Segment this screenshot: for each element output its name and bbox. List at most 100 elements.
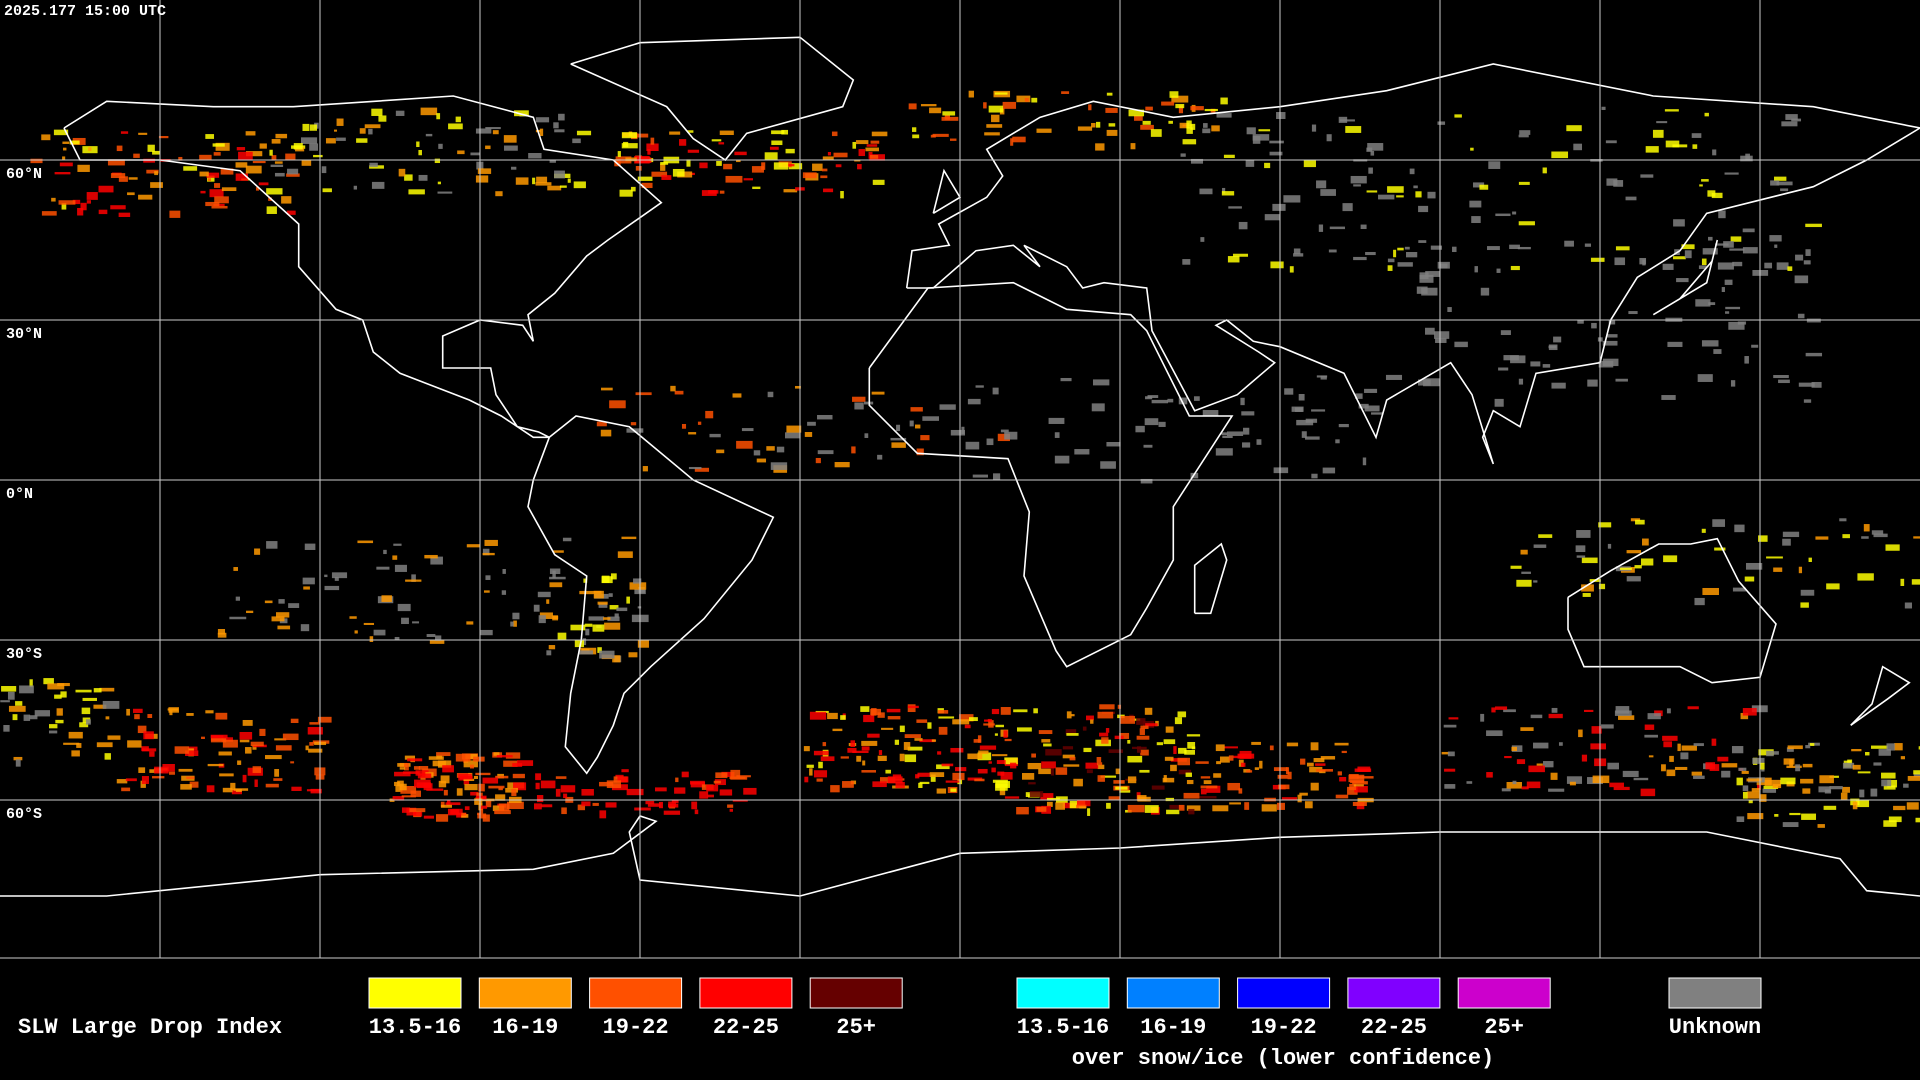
cloud-pixel bbox=[930, 774, 936, 782]
cloud-pixel bbox=[904, 754, 917, 763]
cloud-pixel bbox=[1887, 779, 1898, 788]
cloud-pixel bbox=[1548, 713, 1563, 719]
legend-title: SLW Large Drop Index bbox=[18, 1015, 282, 1040]
cloud-pixel bbox=[1063, 764, 1080, 767]
cloud-pixel bbox=[1815, 536, 1829, 540]
cloud-pixel bbox=[729, 776, 746, 779]
cloud-pixel bbox=[133, 153, 140, 158]
cloud-pixel bbox=[394, 564, 407, 572]
cloud-pixel bbox=[265, 783, 279, 788]
cloud-pixel bbox=[1222, 435, 1233, 439]
cloud-pixel bbox=[949, 138, 957, 141]
cloud-pixel bbox=[977, 735, 982, 743]
cloud-pixel bbox=[1466, 781, 1473, 784]
cloud-pixel bbox=[831, 131, 838, 137]
cloud-pixel bbox=[1782, 531, 1800, 538]
cloud-pixel bbox=[1241, 762, 1246, 767]
cloud-pixel bbox=[816, 778, 823, 782]
cloud-pixel bbox=[1642, 259, 1646, 266]
cloud-pixel bbox=[1144, 418, 1159, 426]
cloud-pixel bbox=[1335, 439, 1340, 444]
cloud-pixel bbox=[842, 781, 854, 788]
cloud-pixel bbox=[1873, 762, 1882, 766]
cloud-pixel bbox=[1590, 743, 1606, 750]
cloud-pixel bbox=[1117, 704, 1122, 709]
cloud-pixel bbox=[1576, 555, 1586, 558]
cloud-pixel bbox=[1322, 467, 1336, 474]
cloud-pixel bbox=[1278, 784, 1290, 790]
cloud-pixel bbox=[477, 813, 487, 819]
cloud-pixel bbox=[154, 766, 169, 774]
cloud-pixel bbox=[1385, 374, 1403, 380]
cloud-pixel bbox=[1113, 780, 1125, 784]
cloud-pixel bbox=[1334, 742, 1349, 746]
cloud-pixel bbox=[1715, 243, 1729, 246]
cloud-pixel bbox=[1681, 745, 1697, 751]
cloud-pixel bbox=[495, 794, 506, 801]
cloud-pixel bbox=[1182, 139, 1197, 145]
cloud-pixel bbox=[75, 689, 92, 693]
cloud-pixel bbox=[1186, 127, 1193, 134]
cloud-pixel bbox=[732, 393, 742, 398]
cloud-pixel bbox=[992, 779, 1008, 783]
cloud-pixel bbox=[1303, 159, 1316, 168]
cloud-pixel bbox=[309, 742, 314, 746]
cloud-pixel bbox=[1615, 378, 1628, 382]
cloud-pixel bbox=[1256, 439, 1262, 445]
cloud-pixel bbox=[708, 190, 719, 194]
cloud-pixel bbox=[533, 803, 542, 810]
cloud-pixel bbox=[1697, 374, 1713, 382]
cloud-pixel bbox=[1713, 349, 1722, 354]
cloud-pixel bbox=[1736, 777, 1743, 786]
cloud-pixel bbox=[1252, 134, 1270, 141]
cloud-pixel bbox=[205, 134, 215, 139]
cloud-pixel bbox=[1666, 708, 1671, 714]
cloud-pixel bbox=[1054, 455, 1070, 464]
cloud-pixel bbox=[861, 746, 870, 751]
cloud-pixel bbox=[988, 720, 994, 728]
cloud-pixel bbox=[1038, 768, 1051, 775]
cloud-pixel bbox=[907, 705, 919, 709]
cloud-pixel bbox=[1443, 724, 1457, 728]
cloud-pixel bbox=[186, 776, 195, 779]
cloud-pixel bbox=[1642, 538, 1649, 546]
cloud-pixel bbox=[442, 765, 454, 773]
cloud-pixel bbox=[1717, 756, 1729, 762]
cloud-pixel bbox=[1360, 224, 1367, 230]
cloud-pixel bbox=[206, 172, 220, 178]
cloud-pixel bbox=[1486, 730, 1503, 737]
cloud-pixel bbox=[1607, 334, 1618, 338]
cloud-pixel bbox=[1661, 764, 1666, 772]
cloud-pixel bbox=[821, 168, 828, 172]
cloud-pixel bbox=[397, 603, 411, 612]
cloud-pixel bbox=[49, 724, 58, 729]
cloud-pixel bbox=[324, 574, 328, 578]
cloud-pixel bbox=[418, 149, 422, 156]
cloud-pixel bbox=[158, 135, 169, 139]
cloud-pixel bbox=[369, 636, 374, 642]
cloud-pixel bbox=[697, 421, 702, 425]
cloud-pixel bbox=[723, 163, 733, 170]
cloud-pixel bbox=[1805, 352, 1823, 357]
cloud-pixel bbox=[264, 600, 273, 604]
cloud-pixel bbox=[907, 746, 923, 751]
cloud-pixel bbox=[988, 105, 1004, 113]
cloud-pixel bbox=[719, 789, 733, 796]
cloud-pixel bbox=[694, 467, 710, 472]
cloud-pixel bbox=[1177, 757, 1191, 766]
cloud-pixel bbox=[269, 149, 273, 156]
cloud-pixel bbox=[96, 742, 113, 748]
cloud-pixel bbox=[1316, 180, 1327, 189]
cloud-pixel bbox=[899, 753, 905, 762]
cloud-pixel bbox=[512, 612, 520, 620]
timestamp: 2025.177 15:00 UTC bbox=[4, 3, 166, 20]
cloud-pixel bbox=[1082, 726, 1087, 731]
cloud-pixel bbox=[1865, 752, 1870, 756]
cloud-pixel bbox=[1647, 713, 1661, 720]
cloud-pixel bbox=[975, 385, 984, 388]
cloud-pixel bbox=[271, 616, 285, 622]
cloud-pixel bbox=[1185, 772, 1192, 777]
cloud-pixel bbox=[1724, 172, 1739, 175]
cloud-pixel bbox=[1605, 140, 1617, 144]
cloud-pixel bbox=[1509, 244, 1520, 250]
